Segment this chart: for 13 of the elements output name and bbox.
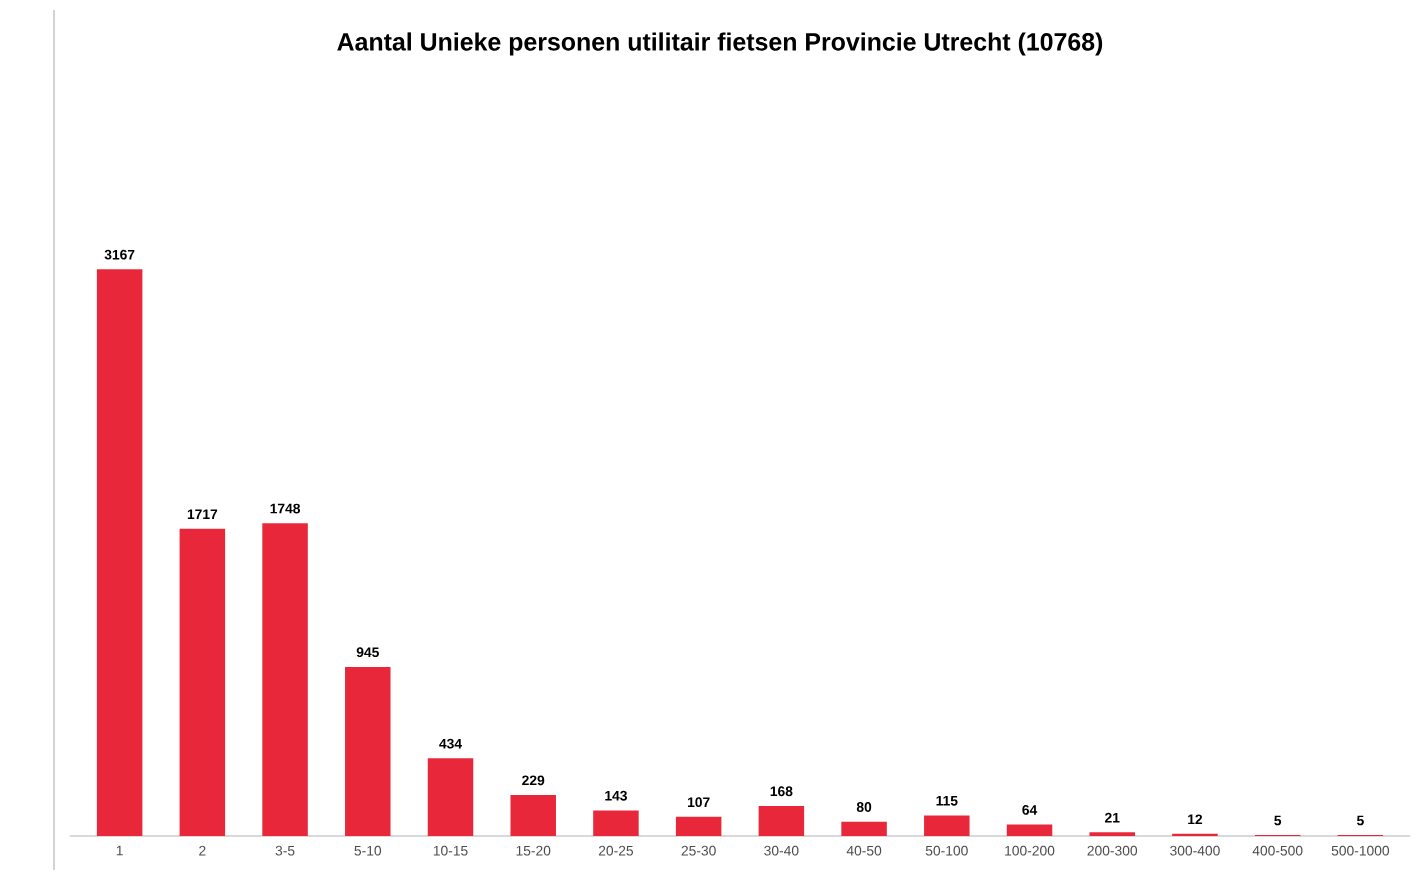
bar (96, 269, 143, 836)
bar (924, 815, 970, 836)
bar (179, 528, 226, 836)
bar (262, 523, 308, 836)
bar (675, 816, 722, 836)
bar (593, 810, 639, 836)
bar (841, 821, 887, 836)
bar (510, 795, 556, 836)
chart-title: Aantal Unieke personen utilitair fietsen Provincie Utrecht (10768) (337, 32, 1103, 56)
bar (345, 666, 391, 836)
bar (758, 805, 805, 836)
bar (427, 758, 474, 836)
bar (1006, 824, 1053, 836)
